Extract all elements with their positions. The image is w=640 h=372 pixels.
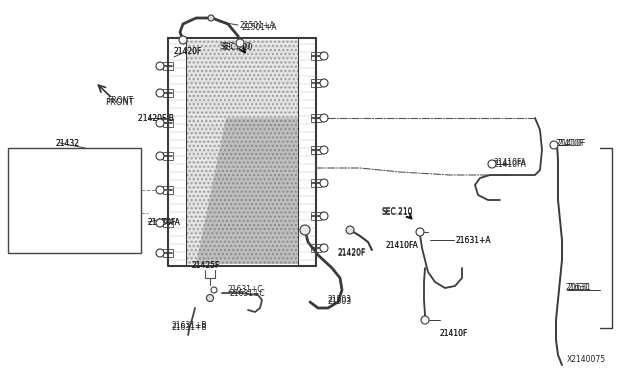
Polygon shape (196, 118, 298, 264)
Circle shape (320, 79, 328, 87)
Circle shape (421, 316, 429, 324)
Circle shape (156, 186, 164, 194)
Circle shape (236, 39, 244, 47)
Circle shape (417, 228, 424, 235)
Text: 21432: 21432 (56, 138, 80, 148)
Polygon shape (186, 40, 298, 264)
Circle shape (207, 295, 214, 301)
Text: 21420G: 21420G (17, 160, 47, 170)
Bar (311, 114, 321, 122)
Text: 21631+B: 21631+B (172, 321, 207, 330)
Circle shape (156, 219, 164, 227)
Text: 21410F: 21410F (557, 138, 586, 148)
Text: 21420F: 21420F (337, 247, 365, 257)
Circle shape (416, 228, 424, 236)
Circle shape (62, 237, 68, 243)
Circle shape (156, 152, 164, 160)
Circle shape (211, 287, 217, 293)
Text: 21631+C: 21631+C (228, 285, 264, 295)
Text: SEC.210: SEC.210 (382, 206, 413, 215)
Circle shape (49, 165, 55, 171)
Text: 21410AA: 21410AA (47, 240, 82, 248)
Text: X2140075: X2140075 (567, 356, 606, 365)
Bar (8, 148, 141, 253)
Circle shape (66, 184, 78, 196)
Text: 21420F: 21420F (337, 248, 365, 257)
Text: 21410FA: 21410FA (494, 157, 527, 167)
Circle shape (156, 89, 164, 97)
Circle shape (488, 160, 496, 168)
Circle shape (320, 244, 328, 252)
Text: 21410F: 21410F (440, 328, 468, 337)
Text: 21410FB: 21410FB (16, 224, 49, 232)
Text: 21420F: 21420F (174, 46, 202, 55)
Text: 21410AA: 21410AA (48, 240, 83, 248)
Bar (311, 179, 321, 187)
Circle shape (550, 141, 558, 149)
Text: 21501+A: 21501+A (240, 20, 276, 29)
Text: 21410FB: 21410FB (16, 222, 49, 231)
Text: 21410F: 21410F (556, 138, 584, 148)
Text: 21420F B: 21420F B (138, 113, 174, 122)
Text: FRONT: FRONT (105, 97, 134, 106)
Text: 21631+B: 21631+B (171, 323, 207, 331)
Text: 21501+A: 21501+A (241, 22, 276, 32)
Text: 21631: 21631 (566, 283, 590, 292)
Circle shape (156, 249, 164, 257)
Text: 21631+C: 21631+C (230, 289, 266, 298)
Circle shape (179, 36, 187, 44)
Text: 21501: 21501 (29, 187, 53, 196)
Bar (163, 119, 173, 127)
Text: 21410FA: 21410FA (385, 241, 418, 250)
Text: 21631+A: 21631+A (455, 235, 491, 244)
Text: 21503: 21503 (328, 298, 352, 307)
Bar (311, 146, 321, 154)
Circle shape (300, 225, 310, 235)
Bar (163, 152, 173, 160)
Text: 21410FA: 21410FA (386, 241, 419, 250)
Bar (163, 186, 173, 194)
Text: 21420FA: 21420FA (148, 218, 181, 227)
Text: 21503: 21503 (328, 295, 352, 305)
Circle shape (57, 219, 63, 225)
Text: 21420FA: 21420FA (148, 218, 181, 227)
Text: SEC.210: SEC.210 (221, 42, 253, 51)
Text: 21410F: 21410F (440, 328, 468, 337)
Text: 21420F B: 21420F B (138, 113, 174, 122)
Text: 21631: 21631 (567, 283, 591, 292)
Text: 21501: 21501 (30, 187, 54, 196)
Text: 21410FA: 21410FA (494, 160, 527, 169)
Text: 21425F: 21425F (192, 262, 220, 270)
Bar (311, 52, 321, 60)
Circle shape (156, 119, 164, 127)
Circle shape (320, 179, 328, 187)
Circle shape (320, 146, 328, 154)
Text: 21631+A: 21631+A (455, 235, 491, 244)
Text: 21432: 21432 (55, 138, 79, 148)
Circle shape (208, 15, 214, 21)
Circle shape (156, 62, 164, 70)
Bar (311, 244, 321, 252)
Text: 21420G: 21420G (17, 161, 47, 170)
Bar (311, 79, 321, 87)
Text: SEC.210: SEC.210 (382, 208, 413, 217)
Circle shape (47, 157, 57, 167)
Circle shape (320, 114, 328, 122)
Text: 21420F: 21420F (174, 46, 202, 55)
Bar (163, 249, 173, 257)
Bar (163, 62, 173, 70)
Text: FRONT: FRONT (107, 96, 133, 105)
Bar (311, 212, 321, 220)
Bar (163, 219, 173, 227)
Bar (163, 89, 173, 97)
Circle shape (320, 52, 328, 60)
Circle shape (320, 212, 328, 220)
Text: SEC.210: SEC.210 (220, 42, 252, 51)
Circle shape (346, 226, 354, 234)
Text: 21425F: 21425F (192, 260, 220, 269)
